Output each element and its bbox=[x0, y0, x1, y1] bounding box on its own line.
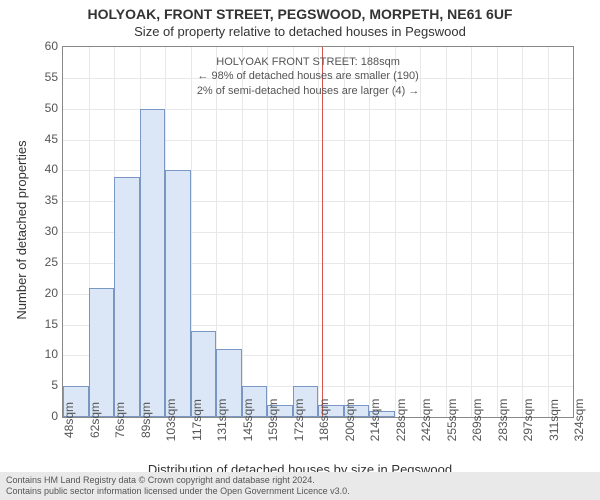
histogram-bar bbox=[114, 177, 140, 418]
chart-title-address: HOLYOAK, FRONT STREET, PEGSWOOD, MORPETH… bbox=[0, 0, 600, 22]
plot-area: HOLYOAK FRONT STREET: 188sqm← 98% of det… bbox=[62, 46, 574, 418]
ytick-label: 50 bbox=[45, 101, 58, 115]
ytick-label: 30 bbox=[45, 224, 58, 238]
annotation-box: HOLYOAK FRONT STREET: 188sqm← 98% of det… bbox=[197, 55, 420, 98]
xtick-label: 324sqm bbox=[572, 399, 586, 442]
footer-line1: Contains HM Land Registry data © Crown c… bbox=[6, 475, 594, 486]
annotation-larger: 2% of semi-detached houses are larger (4… bbox=[197, 84, 420, 98]
footer-line2: Contains public sector information licen… bbox=[6, 486, 594, 497]
xtick-label: 172sqm bbox=[292, 399, 306, 442]
xtick-label: 214sqm bbox=[368, 399, 382, 442]
ytick-label: 40 bbox=[45, 162, 58, 176]
gridline-v bbox=[242, 47, 243, 417]
gridline-v bbox=[293, 47, 294, 417]
ytick-label: 0 bbox=[51, 409, 58, 423]
ytick-label: 55 bbox=[45, 70, 58, 84]
histogram-bar bbox=[165, 170, 191, 417]
xtick-label: 186sqm bbox=[317, 399, 331, 442]
gridline-v bbox=[420, 47, 421, 417]
xtick-label: 145sqm bbox=[241, 399, 255, 442]
xtick-label: 283sqm bbox=[496, 399, 510, 442]
ytick-label: 10 bbox=[45, 347, 58, 361]
gridline-v bbox=[267, 47, 268, 417]
ytick-label: 5 bbox=[51, 378, 58, 392]
reference-line bbox=[322, 47, 323, 417]
gridline-v bbox=[318, 47, 319, 417]
annotation-title: HOLYOAK FRONT STREET: 188sqm bbox=[197, 55, 420, 69]
gridline-v bbox=[548, 47, 549, 417]
ytick-label: 25 bbox=[45, 255, 58, 269]
xtick-label: 117sqm bbox=[190, 399, 204, 441]
xtick-label: 103sqm bbox=[164, 399, 178, 442]
ytick-label: 45 bbox=[45, 132, 58, 146]
y-axis-label: Number of detached properties bbox=[14, 140, 29, 319]
chart-subtitle: Size of property relative to detached ho… bbox=[0, 22, 600, 39]
gridline-v bbox=[446, 47, 447, 417]
ytick-label: 35 bbox=[45, 193, 58, 207]
ytick-label: 20 bbox=[45, 286, 58, 300]
gridline-v bbox=[395, 47, 396, 417]
xtick-label: 228sqm bbox=[394, 399, 408, 442]
xtick-label: 131sqm bbox=[215, 399, 229, 442]
annotation-smaller: ← 98% of detached houses are smaller (19… bbox=[197, 69, 420, 83]
ytick-label: 60 bbox=[45, 39, 58, 53]
xtick-label: 297sqm bbox=[521, 399, 535, 442]
xtick-label: 200sqm bbox=[343, 399, 357, 442]
gridline-v bbox=[369, 47, 370, 417]
xtick-label: 76sqm bbox=[113, 402, 127, 438]
histogram-bar bbox=[89, 288, 115, 418]
xtick-label: 311sqm bbox=[547, 399, 561, 441]
gridline-v bbox=[497, 47, 498, 417]
ytick-label: 15 bbox=[45, 317, 58, 331]
xtick-label: 62sqm bbox=[88, 402, 102, 438]
xtick-label: 255sqm bbox=[445, 399, 459, 442]
histogram-bar bbox=[140, 109, 166, 417]
gridline-v bbox=[471, 47, 472, 417]
xtick-label: 242sqm bbox=[419, 399, 433, 442]
xtick-label: 159sqm bbox=[266, 399, 280, 442]
xtick-label: 269sqm bbox=[470, 399, 484, 442]
xtick-label: 89sqm bbox=[139, 402, 153, 438]
footer-attribution: Contains HM Land Registry data © Crown c… bbox=[0, 472, 600, 500]
gridline-v bbox=[344, 47, 345, 417]
xtick-label: 48sqm bbox=[62, 402, 76, 438]
gridline-v bbox=[522, 47, 523, 417]
